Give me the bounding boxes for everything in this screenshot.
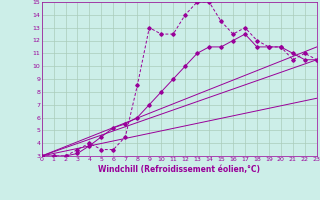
X-axis label: Windchill (Refroidissement éolien,°C): Windchill (Refroidissement éolien,°C)	[98, 165, 260, 174]
